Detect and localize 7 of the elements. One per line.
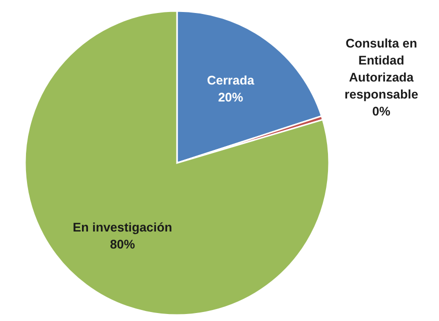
slice-label: Consulta en Entidad Autorizada responsable bbox=[344, 36, 418, 102]
slice-label: En investigación bbox=[72, 220, 172, 235]
data-label: 20% bbox=[218, 90, 244, 105]
slice-label: Cerrada bbox=[206, 74, 256, 88]
data-label: 80% bbox=[110, 238, 135, 252]
pie-slice bbox=[24, 10, 330, 316]
data-label: 0% bbox=[372, 104, 390, 118]
